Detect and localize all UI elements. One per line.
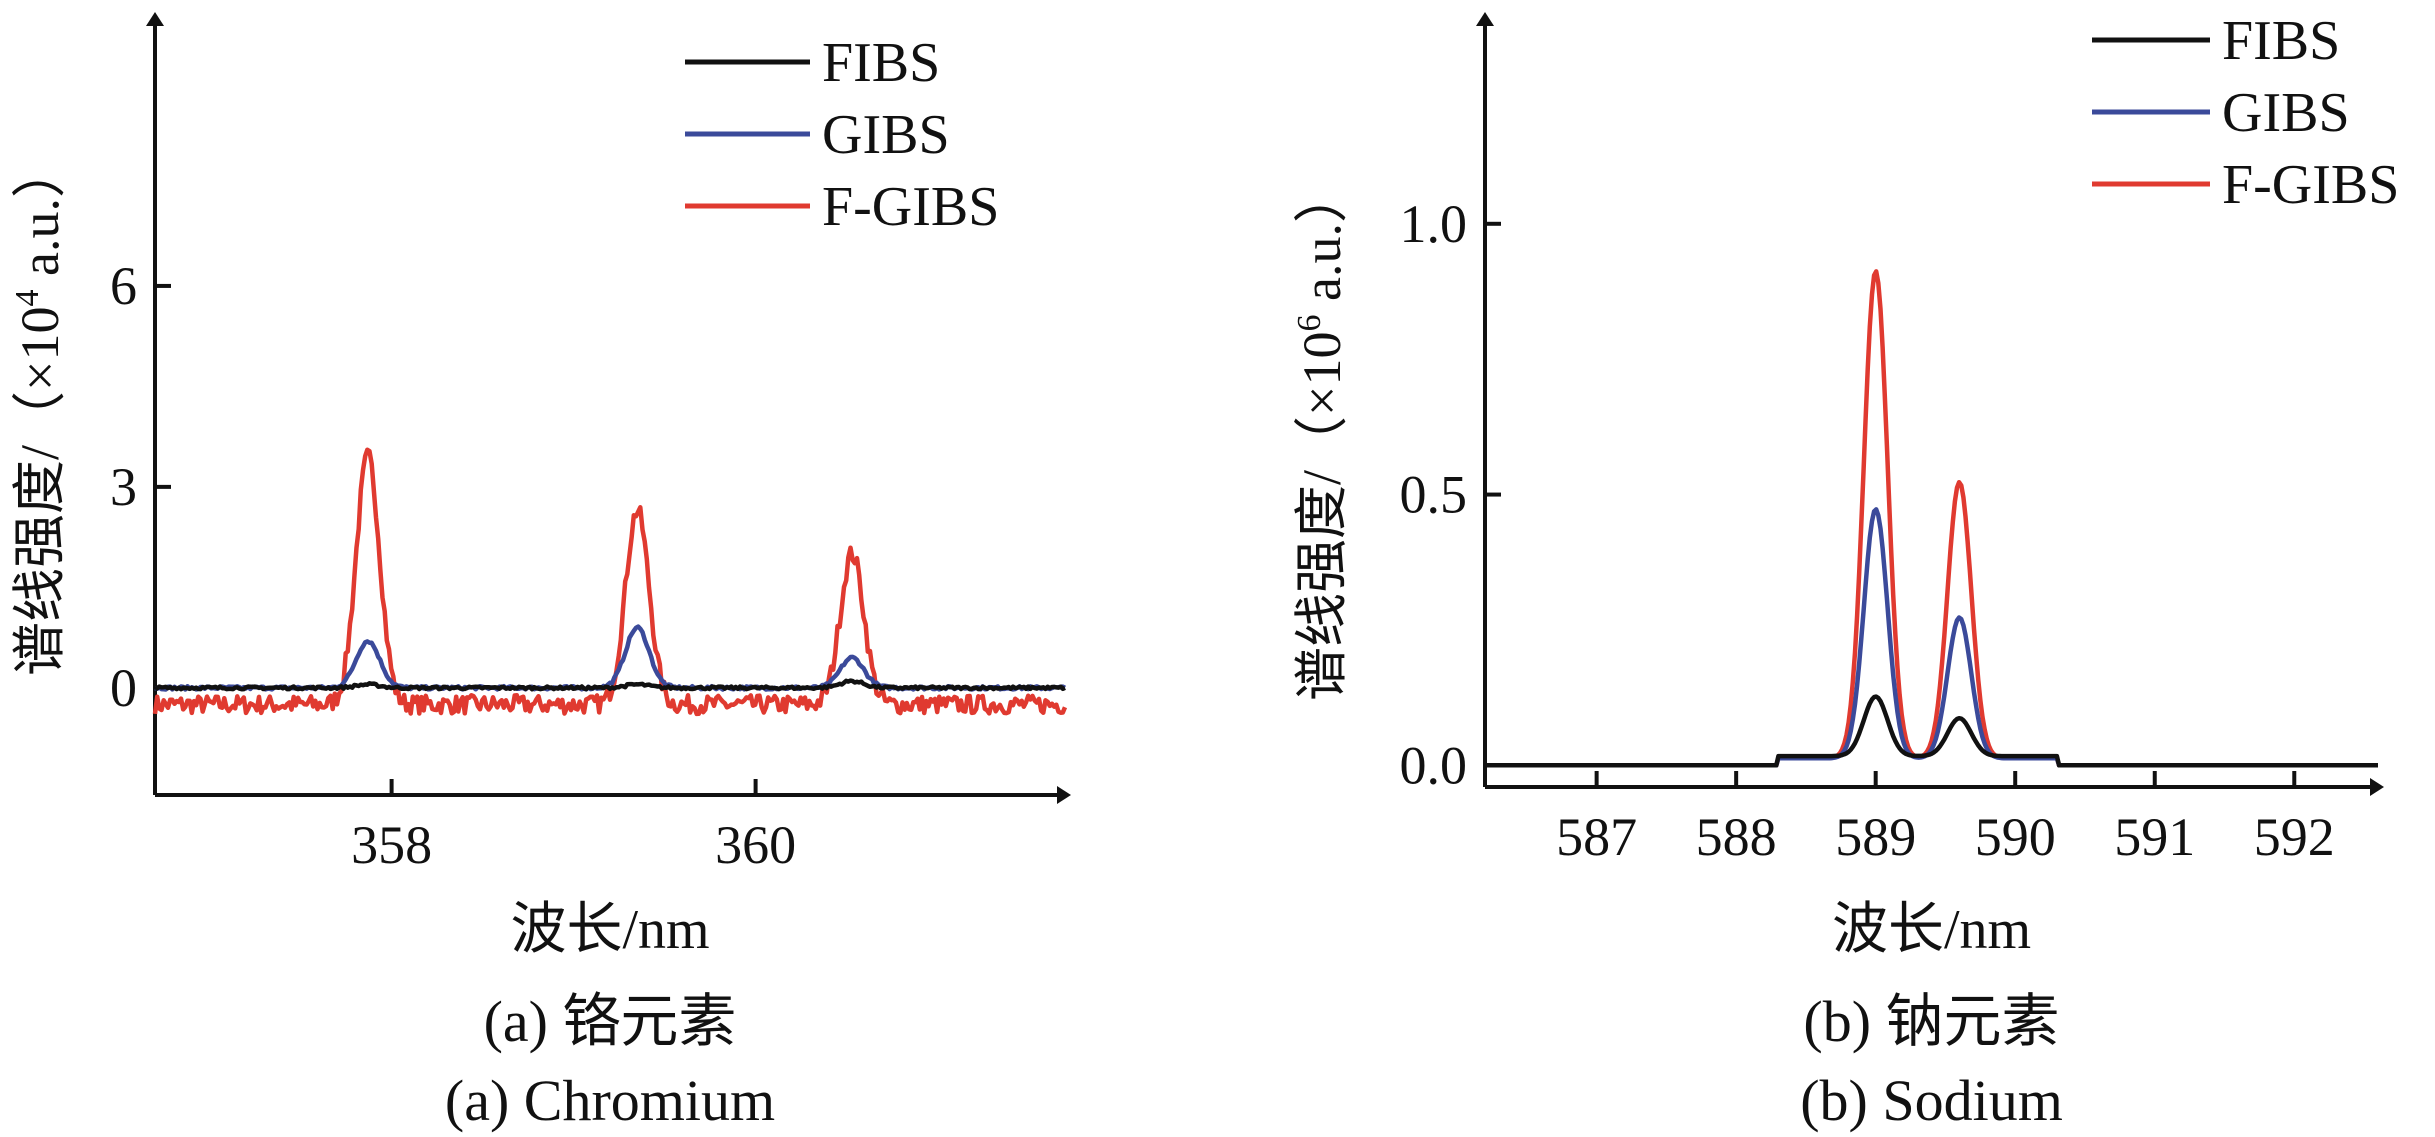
x-axis-arrow [1057, 786, 1071, 804]
legend-label-f-gibs: F-GIBS [822, 176, 999, 238]
series-line-gibs [1484, 507, 2379, 768]
x-tick-label: 360 [715, 815, 796, 875]
y-tick-label: 0 [110, 658, 137, 718]
x-tick-label: 590 [1975, 807, 2056, 867]
x-tick-label: 591 [2114, 807, 2195, 867]
y-tick-label: 0.0 [1400, 735, 1468, 795]
caption-english: (b) Sodium [1800, 1068, 2063, 1133]
y-axis-label: 谱线强度/（×106 a.u.） [1291, 169, 1352, 701]
x-tick-label: 358 [351, 815, 432, 875]
x-tick-label: 589 [1835, 807, 1916, 867]
y-axis-label-exponent: 4 [9, 290, 46, 307]
y-axis-label-unit: a.u.） [1292, 169, 1352, 314]
y-axis-label-unit: a.u.） [10, 144, 70, 289]
series-line-f-gibs [152, 447, 1068, 717]
legend-label-gibs: GIBS [822, 104, 950, 166]
chart-sodium: 0.0 0.5 1.0 587 588 589 590 591 592 波长/nm (b) 钠元素 (… [1291, 10, 2399, 1133]
caption-chinese: (a) 铬元素 [484, 989, 737, 1054]
y-axis-label: 谱线强度/（×104 a.u.） [9, 144, 70, 676]
legend-label-fibs: FIBS [2222, 10, 2340, 72]
y-tick-label: 1.0 [1400, 194, 1468, 254]
series-line-f-gibs [1484, 269, 2379, 768]
series-line-fibs [1484, 694, 2379, 768]
x-tick-label: 587 [1556, 807, 1637, 867]
x-axis-arrow [2370, 778, 2384, 796]
y-tick-label: 6 [110, 256, 137, 316]
x-tick-label: 588 [1696, 807, 1777, 867]
y-tick-label: 0.5 [1400, 465, 1468, 525]
x-axis-label: 波长/nm [1832, 899, 2031, 961]
legend-label-fibs: FIBS [822, 32, 940, 94]
y-tick-label: 3 [110, 457, 137, 517]
legend-label-f-gibs: F-GIBS [2222, 154, 2399, 216]
legend-label-gibs: GIBS [2222, 82, 2350, 144]
caption-english: (a) Chromium [445, 1068, 775, 1133]
y-axis-arrow [1476, 12, 1494, 26]
y-axis-label-exponent: 6 [1291, 315, 1328, 332]
x-axis-label: 波长/nm [510, 899, 709, 961]
series-line-fibs [154, 678, 1066, 692]
y-axis-label-main: 谱线强度/（×10 [1292, 332, 1352, 701]
x-tick-label: 592 [2254, 807, 2335, 867]
y-axis-arrow [146, 12, 164, 26]
series-line-gibs [154, 624, 1067, 692]
y-axis-label-main: 谱线强度/（×10 [10, 307, 70, 676]
caption-chinese: (b) 钠元素 [1803, 989, 2059, 1054]
